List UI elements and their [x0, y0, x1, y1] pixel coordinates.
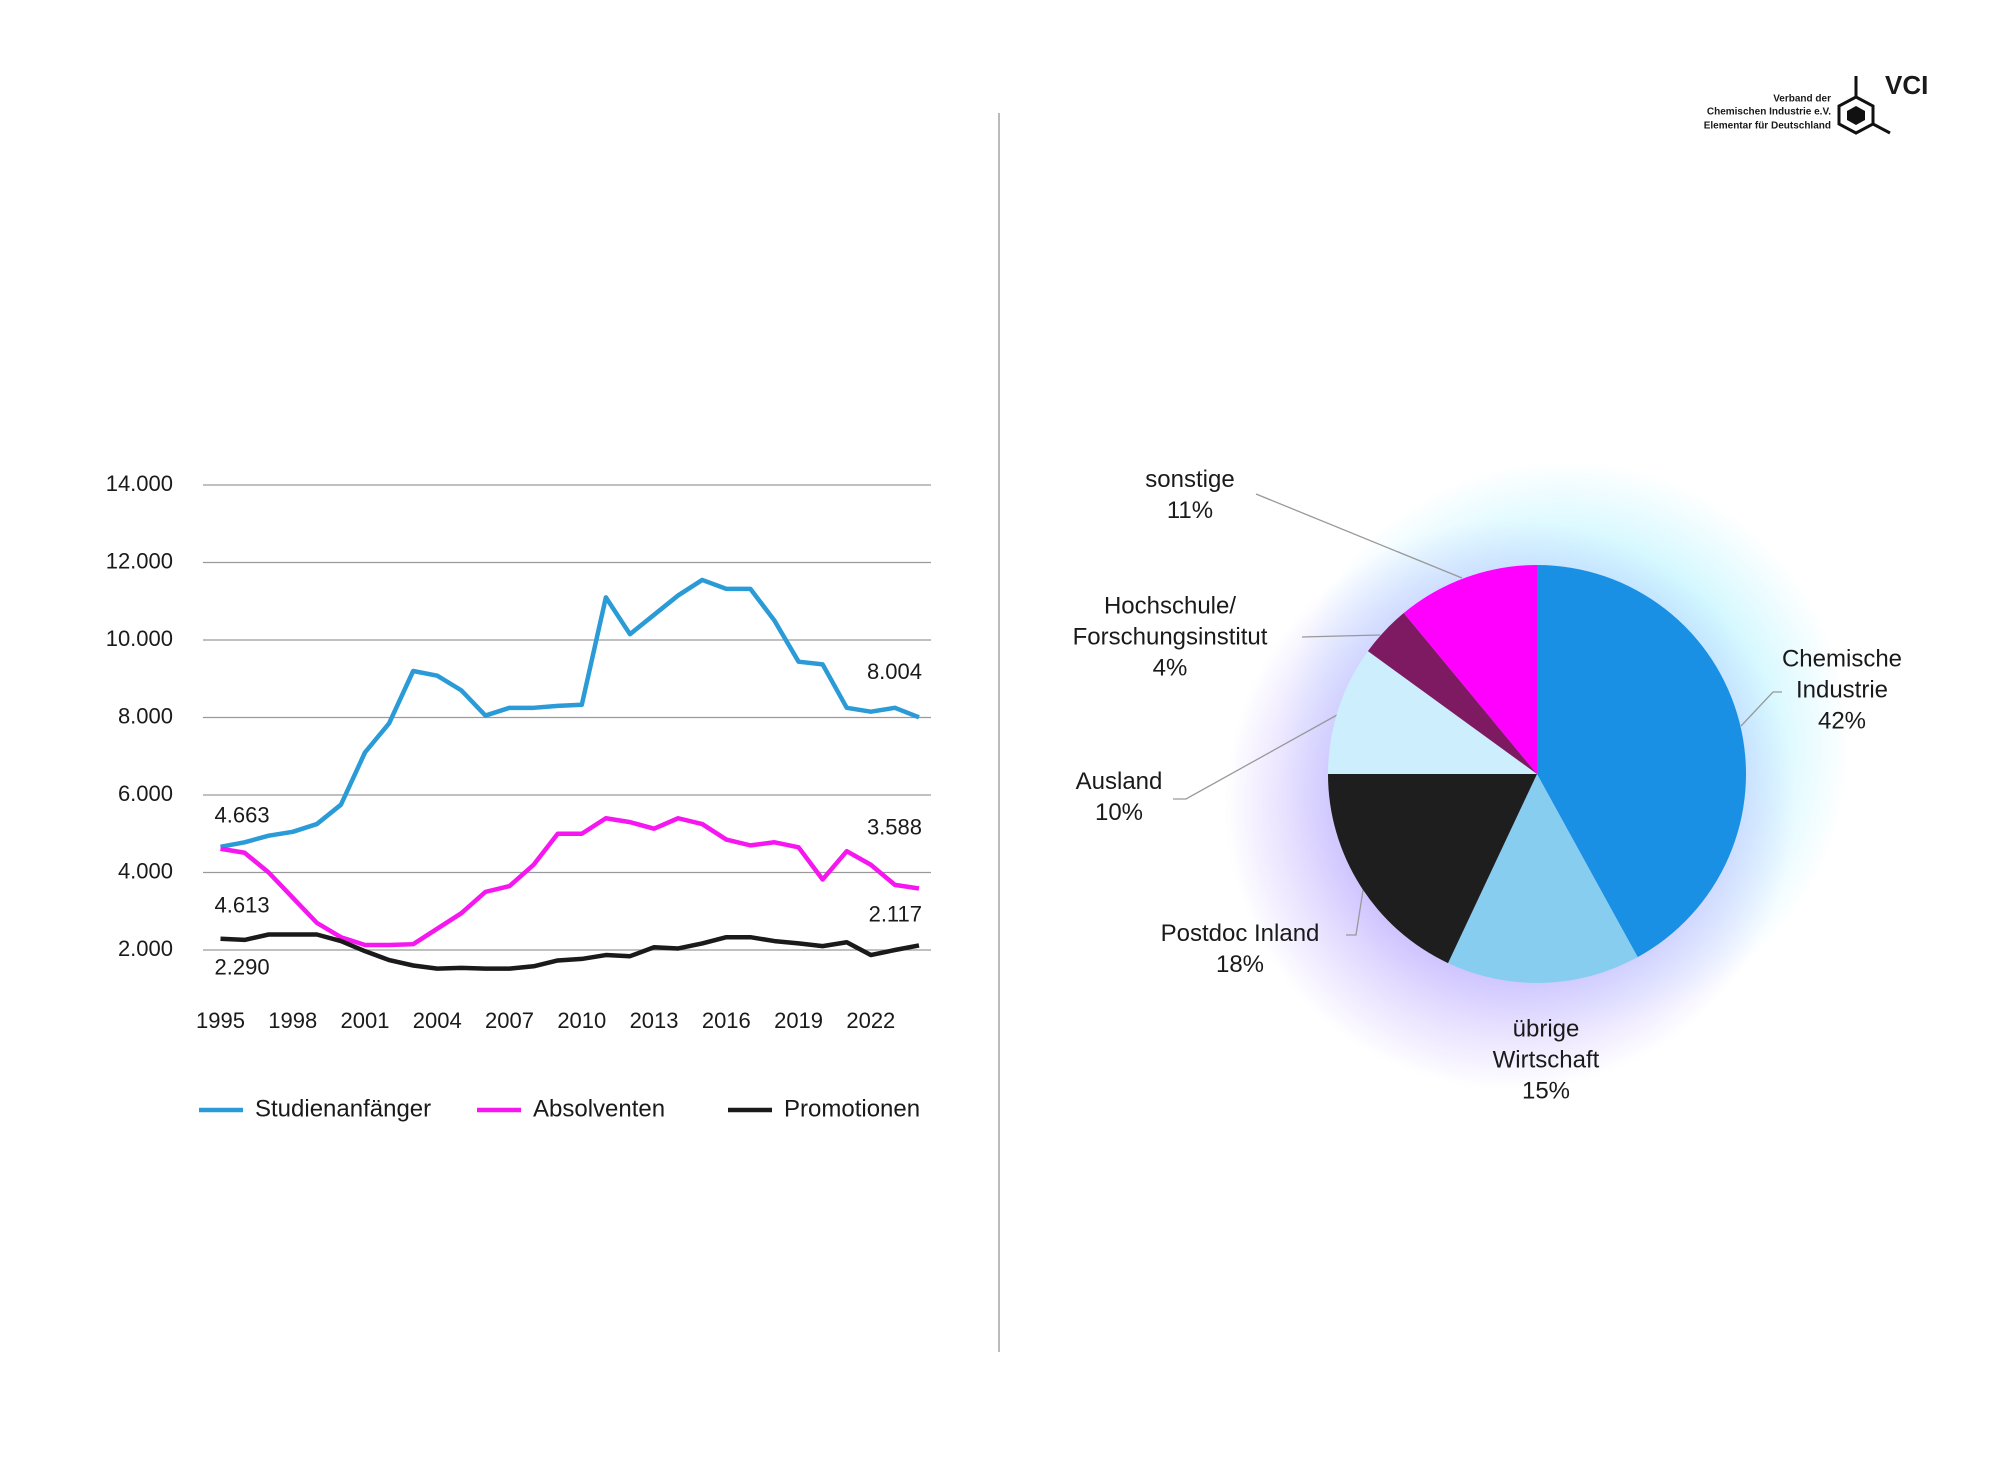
value-label: 18% [1215, 951, 1265, 978]
x-tick-label: 1998 [268, 1008, 317, 1033]
y-tick-label: 4.000 [118, 858, 173, 883]
leader-line [1740, 691, 1782, 727]
legend-label: Studienanfänger [255, 1095, 431, 1122]
logo: Verband der Chemischen Industrie e.V. El… [1704, 70, 1928, 135]
x-tick-label: 2010 [557, 1008, 606, 1033]
line-series [220, 816, 920, 948]
pie-label: Postdoc Inland 18% [1161, 918, 1320, 980]
pie-label: sonstige 11% [1145, 464, 1234, 526]
legend-label: Promotionen [784, 1095, 920, 1122]
x-tick-label: 2004 [413, 1008, 462, 1033]
logo-text: Verband der [1773, 94, 1831, 105]
value-label: 42% [1817, 707, 1867, 735]
y-tick-label: 10.000 [106, 626, 173, 651]
logo-text: Chemischen Industrie e.V. [1707, 107, 1831, 118]
category-label: übrige Wirtschaft [1492, 1015, 1600, 1074]
x-tick-label: 2007 [485, 1008, 534, 1033]
y-tick-label: 2.000 [118, 936, 173, 961]
leader-line [1173, 714, 1338, 800]
leader-line [1301, 634, 1381, 638]
pie-slice [1367, 612, 1537, 774]
x-tick-label: 2001 [341, 1008, 390, 1033]
logo-name: VCI [1885, 70, 1928, 100]
y-tick-label: 14.000 [106, 471, 173, 496]
data-label: 8.004 [867, 659, 922, 684]
y-tick-label: 6.000 [118, 781, 173, 806]
pie-slice [1448, 774, 1638, 983]
x-tick-label: 1995 [196, 1008, 245, 1033]
category-label: Hochschule/ Forschungsinstitut [1072, 592, 1268, 651]
pie-label: Hochschule/ Forschungsinstitut 4% [1073, 591, 1268, 684]
pie-label: übrige Wirtschaft 15% [1493, 1014, 1600, 1107]
line-series [220, 932, 920, 971]
pie-slice [1537, 565, 1746, 958]
leader-line [1255, 493, 1463, 579]
y-tick-label: 12.000 [106, 548, 173, 573]
pie-slice [1328, 651, 1537, 774]
value-label: 4% [1152, 654, 1188, 682]
pie-slice [1403, 565, 1537, 774]
data-label: 4.613 [215, 893, 270, 918]
logo-icon [1837, 95, 1875, 135]
category-label: Chemische Industrie [1781, 645, 1903, 704]
leader-lines [1173, 493, 1782, 936]
x-tick-label: 2019 [774, 1008, 823, 1033]
pie-label: Chemische Industrie 42% [1782, 644, 1902, 737]
data-label: 4.663 [215, 803, 270, 828]
category-label: sonstige [1145, 466, 1235, 493]
x-tick-label: 2022 [846, 1008, 895, 1033]
leader-line [1346, 883, 1365, 936]
category-label: Ausland [1075, 768, 1163, 795]
value-label: 15% [1521, 1077, 1571, 1105]
x-tick-label: 2013 [630, 1008, 679, 1033]
data-label: 3.588 [867, 814, 922, 839]
pie-label: Ausland 10% [1076, 766, 1163, 828]
data-label: 2.290 [215, 955, 270, 980]
data-label: 2.117 [869, 901, 922, 926]
legend-label: Absolventen [533, 1095, 665, 1122]
y-tick-label: 8.000 [118, 703, 173, 728]
value-label: 10% [1094, 799, 1144, 826]
category-label: Postdoc Inland [1160, 920, 1320, 947]
pie-slice [1328, 774, 1537, 964]
logo-icon [1847, 106, 1865, 125]
x-tick-label: 2016 [702, 1008, 751, 1033]
value-label: 11% [1166, 497, 1214, 524]
logo-icon [1872, 122, 1891, 135]
logo-text: Elementar für Deutschland [1704, 121, 1831, 132]
line-series [220, 577, 920, 850]
